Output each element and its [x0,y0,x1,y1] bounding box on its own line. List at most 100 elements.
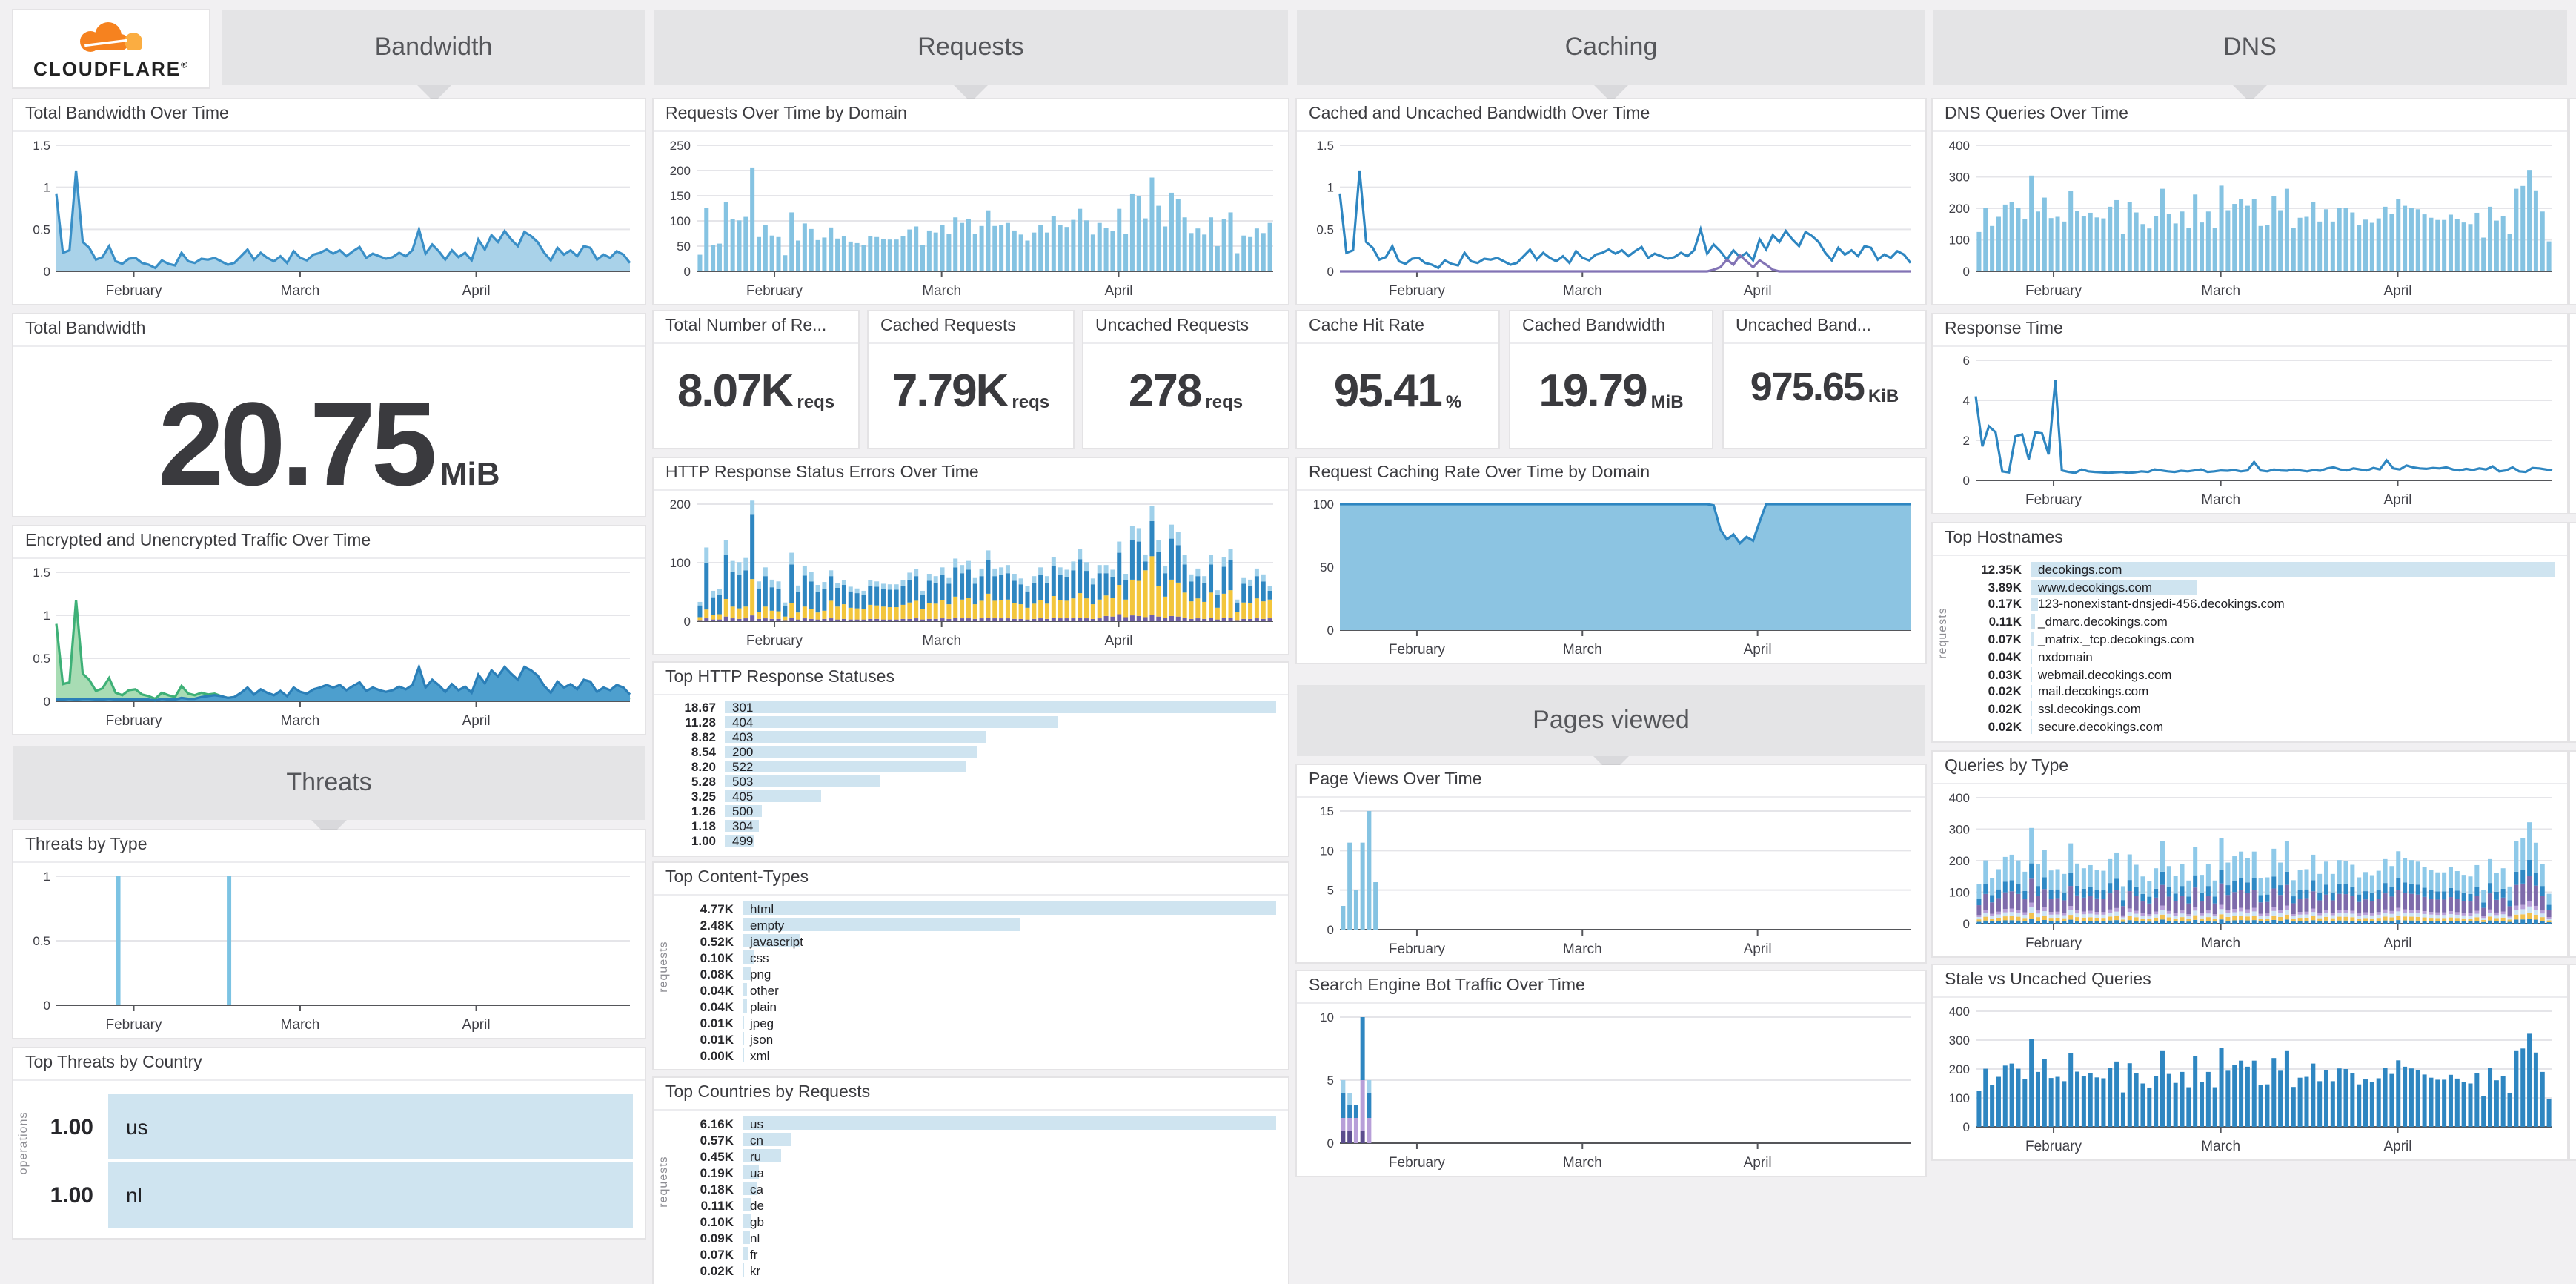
list-value: 0.02K [1988,701,2022,717]
list-label: ssl.decokings.com [2038,701,2141,717]
tile-title: Response Time [1933,314,2567,347]
list-label: 404 [732,715,754,729]
svg-text:February: February [105,713,162,729]
tile-top-http-statuses: Top HTTP Response Statuses 18.67 301 11.28… [654,663,1288,856]
tile-title: Top Countries by Requests [654,1078,1288,1111]
list-item: 0.07K _matrix._tcp.decokings.com [1956,630,2555,648]
list-value: 0.18K [700,1181,734,1196]
svg-text:250: 250 [670,139,691,153]
list-label: mail.decokings.com [2038,684,2149,699]
section-header-pages-viewed[interactable]: Pages viewed [1297,685,1925,774]
list-label: de [750,1197,764,1212]
list-label: 405 [732,789,754,804]
tile-uncached-bandwidth-stat: Uncached Band... 975.65 KiB [1724,311,1925,448]
stat-value: 7.79K reqs [869,344,1073,414]
list-item: 0.07K fr [677,1245,1276,1262]
list-item: 0.02K secure.decokings.com [1956,718,2555,735]
list-value: 0.04K [700,999,734,1013]
section-header-bandwidth[interactable]: Bandwidth [222,10,645,102]
list-label: 500 [732,804,754,818]
svg-text:200: 200 [670,497,691,512]
list-value: 0.01K [700,1031,734,1046]
stat-number: 95.41 [1333,365,1443,417]
svg-text:1.5: 1.5 [33,566,50,580]
cutoff-tile-sliver [2570,752,2576,956]
list-item: 0.02K ssl.decokings.com [1956,701,2555,718]
list-label: decokings.com [2038,561,2122,577]
list-bar: html [743,901,1276,916]
list-value: 0.52K [700,933,734,948]
tile-top-hostnames: Top Hostnames requests 12.35K decokings.c… [1933,523,2567,741]
list-label: secure.decokings.com [2038,719,2164,735]
top-content-types-list: 4.77K html 2.48K empty 0.52K javascript 0.10K c… [677,900,1276,1062]
list-item: 0.57K cn [677,1131,1276,1148]
list-item: 0.52K javascript [677,933,1276,949]
list-label: ua [750,1165,764,1179]
svg-text:April: April [1744,942,1772,957]
list-label: us [126,1115,148,1139]
list-value: 1.18 [691,818,716,833]
stat-unit: reqs [1012,391,1050,412]
stat-unit: KiB [1868,385,1899,406]
list-value: 0.01K [700,1015,734,1030]
svg-text:0: 0 [44,265,50,279]
stat-unit: MiB [1650,391,1684,412]
list-item: 0.08K png [677,965,1276,982]
list-label: fr [750,1246,758,1261]
svg-text:March: March [1563,1155,1602,1171]
svg-text:February: February [746,633,803,649]
section-header-dns[interactable]: DNS [1933,10,2567,102]
tile-threats-by-type: Threats by Type 0 0.5 1 February March April [13,830,645,1038]
svg-text:100: 100 [1313,497,1334,512]
list-item: 0.01K jpeg [677,1014,1276,1030]
svg-text:April: April [2383,1139,2411,1154]
page-views-chart: 0 5 10 15 February March April [1300,799,1922,959]
svg-text:0: 0 [44,695,50,709]
svg-text:1: 1 [44,609,50,623]
y-axis-label: requests [657,940,670,992]
list-label: empty [750,917,785,932]
response-time-chart: 0 2 4 6 February March April [1936,348,2564,510]
list-label: 200 [732,744,754,759]
list-item: 0.04K plain [677,998,1276,1014]
list-bar: 503 [725,774,1276,789]
list-value: 6.16K [700,1116,734,1131]
svg-text:200: 200 [1949,854,1970,868]
list-label: 503 [732,774,754,789]
list-label: 123-nonexistant-dnsjedi-456.decokings.co… [2038,596,2285,612]
list-item: 0.18K ca [677,1180,1276,1197]
section-header-threats[interactable]: Threats [13,746,645,838]
stat-number: 975.65 [1750,365,1865,409]
list-item: 8.20 522 [668,759,1276,774]
list-value: 0.10K [700,950,734,964]
section-header-requests[interactable]: Requests [654,10,1288,102]
svg-text:March: March [281,1017,320,1033]
list-item: 5.28 503 [668,774,1276,789]
tile-title: Page Views Over Time [1297,765,1925,798]
svg-text:April: April [1744,642,1772,658]
list-bar: www.decokings.com [2031,579,2555,595]
list-bar: ua [743,1165,1276,1179]
svg-text:0: 0 [1327,265,1334,279]
svg-text:February: February [2025,283,2082,299]
section-header-caching[interactable]: Caching [1297,10,1925,102]
list-label: other [750,982,779,997]
list-bar: 301 [725,700,1276,715]
section-title: Caching [1564,33,1658,61]
list-item: 2.48K empty [677,916,1276,933]
list-label: www.decokings.com [2038,579,2153,595]
list-item: 0.11K de [677,1197,1276,1213]
svg-text:March: March [1563,642,1602,658]
list-item: 6.16K us [677,1115,1276,1131]
bandwidth-over-time-chart: 0 0.5 1 1.5 February March April [16,133,642,301]
list-label: xml [750,1048,770,1062]
list-item: 1.00 us [37,1093,633,1161]
svg-text:March: March [922,633,961,649]
tile-stale-uncached: Stale vs Uncached Queries 0 100 200 300 400 F… [1933,965,2567,1159]
list-value: 0.02K [1988,684,2022,699]
svg-text:March: March [281,283,320,299]
list-label: ru [750,1148,762,1163]
cached-uncached-bandwidth-chart: 0 0.5 1 1.5 February March April [1300,133,1922,301]
top-http-statuses-list: 18.67 301 11.28 404 8.82 403 8.54 200 8.20 522 5.2… [668,700,1276,848]
list-item: 18.67 301 [668,700,1276,715]
